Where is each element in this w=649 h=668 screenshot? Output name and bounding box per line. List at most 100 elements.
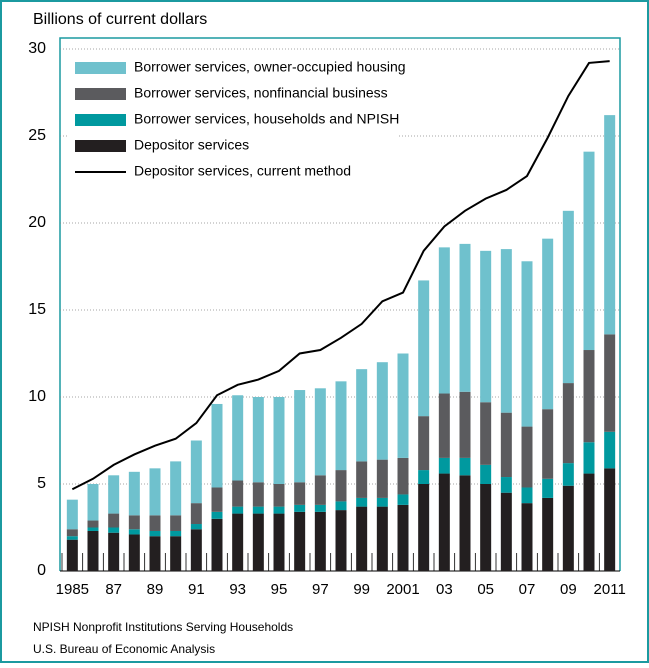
bar-segment (335, 501, 347, 511)
bar-segment (521, 426, 533, 488)
bar-segment (604, 334, 616, 432)
x-tick-label: 1985 (56, 581, 89, 598)
bar-segment (356, 461, 368, 498)
bar-segment (170, 536, 182, 571)
y-tick-label: 10 (28, 388, 46, 405)
x-tick-label: 91 (188, 581, 205, 598)
legend-label: Borrower services, households and NPISH (134, 111, 399, 127)
bar-segment (418, 470, 430, 484)
bar-segment (397, 504, 409, 571)
bar-segment (314, 504, 326, 512)
bar-segment (459, 457, 471, 476)
y-tick-label: 5 (37, 475, 46, 492)
bar-segment (87, 484, 99, 521)
x-tick-label: 05 (477, 581, 494, 598)
bar-segment (314, 475, 326, 505)
bar-segment (108, 532, 120, 571)
x-tick-label: 89 (147, 581, 164, 598)
bar-segment (273, 513, 285, 571)
bar-segment (149, 515, 161, 531)
bar-segment (542, 409, 554, 479)
bar-segment (562, 485, 574, 571)
y-tick-label: 30 (28, 40, 46, 57)
bar-segment (500, 249, 512, 413)
bar-segment (149, 536, 161, 571)
bar-segment (480, 402, 492, 465)
legend-swatch (75, 62, 126, 74)
bar-segment (190, 440, 202, 504)
bar-segment (397, 353, 409, 458)
bar-segment (87, 520, 99, 528)
bar-segment (232, 480, 244, 507)
bar-segment (376, 506, 388, 571)
bar-segment (149, 530, 161, 537)
bar-segment (232, 506, 244, 514)
bar-segment (438, 247, 450, 394)
bar-segment (252, 397, 264, 483)
bar-segment (500, 477, 512, 493)
bar-segment (170, 515, 182, 531)
bar-segment (149, 468, 161, 516)
bar-segment (294, 511, 306, 571)
bar-segment (273, 484, 285, 507)
bar-segment (108, 475, 120, 514)
bar-segment (459, 243, 471, 392)
bar-segment (583, 350, 595, 443)
bar-segment (521, 487, 533, 504)
legend-label: Borrower services, owner-occupied housin… (134, 59, 406, 75)
bar-segment (128, 515, 140, 530)
bar-segment (211, 518, 223, 571)
bar-segment (459, 391, 471, 458)
note: NPISH Nonprofit Institutions Serving Hou… (33, 620, 293, 634)
bar-segment (438, 393, 450, 458)
y-tick-label: 20 (28, 214, 46, 231)
x-tick-label: 93 (229, 581, 246, 598)
bar-segment (480, 464, 492, 484)
bar-segment (66, 529, 78, 537)
bar-segment (294, 390, 306, 483)
x-tick-label: 2011 (594, 581, 626, 598)
x-tick-label: 03 (436, 581, 453, 598)
bar-segment (294, 482, 306, 505)
bar-segment (273, 397, 285, 484)
bar-segment (211, 403, 223, 488)
legend-label: Depositor services (134, 137, 249, 153)
bar-segment (562, 383, 574, 464)
y-tick-label: 15 (28, 301, 46, 318)
bar-segment (562, 463, 574, 486)
bar-segment (335, 470, 347, 502)
bar-segment (190, 529, 202, 571)
bar-segment (500, 412, 512, 478)
bar-segment (87, 530, 99, 571)
bar-segment (252, 482, 264, 507)
x-tick-label: 99 (353, 581, 370, 598)
bar-segment (356, 369, 368, 462)
bar-segment (170, 530, 182, 537)
bar-segment (87, 527, 99, 531)
bar-segment (232, 395, 244, 481)
bar-segment (252, 513, 264, 571)
bar-segment (418, 416, 430, 471)
bar-segment (604, 431, 616, 469)
bar-segment (252, 506, 264, 514)
bar-segment (438, 473, 450, 571)
bar-segment (542, 478, 554, 498)
x-tick-label: 95 (271, 581, 288, 598)
bar-segment (66, 536, 78, 540)
bar-segment (418, 280, 430, 417)
bar-segment (314, 511, 326, 571)
bar-segment (583, 442, 595, 474)
bar-segment (128, 534, 140, 571)
bar-segment (335, 510, 347, 571)
legend-label: Borrower services, nonfinancial business (134, 85, 388, 101)
bar-segment (583, 473, 595, 571)
bar-segment (521, 503, 533, 571)
bar-segment (521, 261, 533, 427)
bar-segment (480, 250, 492, 403)
bar-segment (459, 475, 471, 571)
legend-swatch (75, 140, 126, 152)
x-tick-label: 2001 (386, 581, 419, 598)
x-tick-label: 87 (105, 581, 122, 598)
bar-segment (211, 511, 223, 519)
